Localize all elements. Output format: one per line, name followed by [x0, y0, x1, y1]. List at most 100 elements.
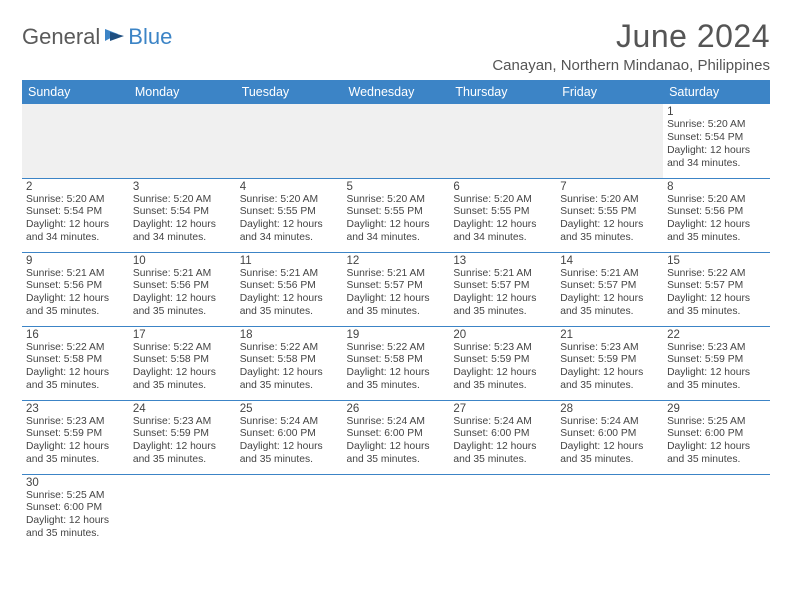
sunrise-text: Sunrise: 5:20 AM: [347, 194, 446, 207]
day-info: Sunrise: 5:22 AMSunset: 5:58 PMDaylight:…: [133, 342, 232, 393]
day-header: Sunday: [22, 80, 129, 104]
sunrise-text: Sunrise: 5:25 AM: [26, 490, 125, 503]
calendar-cell: [129, 104, 236, 178]
sunset-text: Sunset: 5:56 PM: [667, 206, 766, 219]
day-info: Sunrise: 5:22 AMSunset: 5:58 PMDaylight:…: [240, 342, 339, 393]
day-info: Sunrise: 5:20 AMSunset: 5:55 PMDaylight:…: [560, 194, 659, 245]
day-info: Sunrise: 5:20 AMSunset: 5:54 PMDaylight:…: [133, 194, 232, 245]
sunrise-text: Sunrise: 5:20 AM: [667, 194, 766, 207]
day-header: Wednesday: [343, 80, 450, 104]
day-number: 19: [347, 329, 446, 341]
calendar-cell: [663, 474, 770, 548]
calendar-cell: [343, 474, 450, 548]
sunset-text: Sunset: 6:00 PM: [667, 428, 766, 441]
daylight-text: Daylight: 12 hours and 35 minutes.: [667, 367, 766, 393]
day-number: 23: [26, 403, 125, 415]
calendar-cell: [449, 104, 556, 178]
day-info: Sunrise: 5:24 AMSunset: 6:00 PMDaylight:…: [240, 416, 339, 467]
daylight-text: Daylight: 12 hours and 35 minutes.: [667, 441, 766, 467]
day-info: Sunrise: 5:22 AMSunset: 5:58 PMDaylight:…: [347, 342, 446, 393]
calendar-week: 1Sunrise: 5:20 AMSunset: 5:54 PMDaylight…: [22, 104, 770, 178]
calendar-cell: 14Sunrise: 5:21 AMSunset: 5:57 PMDayligh…: [556, 252, 663, 326]
calendar-cell: [343, 104, 450, 178]
flag-icon: [104, 26, 126, 49]
sunset-text: Sunset: 5:59 PM: [26, 428, 125, 441]
daylight-text: Daylight: 12 hours and 34 minutes.: [667, 145, 766, 171]
day-header-row: Sunday Monday Tuesday Wednesday Thursday…: [22, 80, 770, 104]
calendar-cell: [556, 474, 663, 548]
calendar-cell: 26Sunrise: 5:24 AMSunset: 6:00 PMDayligh…: [343, 400, 450, 474]
sunset-text: Sunset: 5:58 PM: [133, 354, 232, 367]
daylight-text: Daylight: 12 hours and 35 minutes.: [347, 293, 446, 319]
sunset-text: Sunset: 5:55 PM: [453, 206, 552, 219]
day-info: Sunrise: 5:24 AMSunset: 6:00 PMDaylight:…: [560, 416, 659, 467]
daylight-text: Daylight: 12 hours and 35 minutes.: [133, 441, 232, 467]
calendar-week: 16Sunrise: 5:22 AMSunset: 5:58 PMDayligh…: [22, 326, 770, 400]
day-number: 30: [26, 477, 125, 489]
day-info: Sunrise: 5:23 AMSunset: 5:59 PMDaylight:…: [133, 416, 232, 467]
day-number: 1: [667, 106, 766, 118]
day-header: Tuesday: [236, 80, 343, 104]
logo-text-blue: Blue: [128, 24, 172, 50]
calendar-cell: 2Sunrise: 5:20 AMSunset: 5:54 PMDaylight…: [22, 178, 129, 252]
sunset-text: Sunset: 5:54 PM: [26, 206, 125, 219]
day-info: Sunrise: 5:20 AMSunset: 5:54 PMDaylight:…: [26, 194, 125, 245]
calendar-cell: 3Sunrise: 5:20 AMSunset: 5:54 PMDaylight…: [129, 178, 236, 252]
sunset-text: Sunset: 6:00 PM: [453, 428, 552, 441]
sunset-text: Sunset: 5:57 PM: [560, 280, 659, 293]
sunset-text: Sunset: 6:00 PM: [240, 428, 339, 441]
day-number: 26: [347, 403, 446, 415]
sunrise-text: Sunrise: 5:23 AM: [453, 342, 552, 355]
sunrise-text: Sunrise: 5:20 AM: [133, 194, 232, 207]
daylight-text: Daylight: 12 hours and 35 minutes.: [133, 367, 232, 393]
sunset-text: Sunset: 5:56 PM: [26, 280, 125, 293]
sunset-text: Sunset: 5:55 PM: [240, 206, 339, 219]
calendar-cell: 9Sunrise: 5:21 AMSunset: 5:56 PMDaylight…: [22, 252, 129, 326]
sunrise-text: Sunrise: 5:24 AM: [240, 416, 339, 429]
calendar-cell: [449, 474, 556, 548]
calendar-cell: [236, 104, 343, 178]
header-bar: General Blue June 2024 Canayan, Northern…: [22, 18, 770, 74]
logo-text-general: General: [22, 24, 100, 50]
day-info: Sunrise: 5:20 AMSunset: 5:55 PMDaylight:…: [453, 194, 552, 245]
day-info: Sunrise: 5:21 AMSunset: 5:57 PMDaylight:…: [560, 268, 659, 319]
day-number: 3: [133, 181, 232, 193]
day-number: 13: [453, 255, 552, 267]
calendar-cell: 19Sunrise: 5:22 AMSunset: 5:58 PMDayligh…: [343, 326, 450, 400]
calendar-cell: 21Sunrise: 5:23 AMSunset: 5:59 PMDayligh…: [556, 326, 663, 400]
daylight-text: Daylight: 12 hours and 35 minutes.: [453, 367, 552, 393]
day-number: 11: [240, 255, 339, 267]
calendar-cell: 8Sunrise: 5:20 AMSunset: 5:56 PMDaylight…: [663, 178, 770, 252]
day-info: Sunrise: 5:21 AMSunset: 5:57 PMDaylight:…: [347, 268, 446, 319]
day-number: 12: [347, 255, 446, 267]
calendar-cell: 13Sunrise: 5:21 AMSunset: 5:57 PMDayligh…: [449, 252, 556, 326]
sunset-text: Sunset: 5:55 PM: [560, 206, 659, 219]
sunrise-text: Sunrise: 5:20 AM: [453, 194, 552, 207]
sunrise-text: Sunrise: 5:24 AM: [453, 416, 552, 429]
day-info: Sunrise: 5:23 AMSunset: 5:59 PMDaylight:…: [560, 342, 659, 393]
sunrise-text: Sunrise: 5:21 AM: [453, 268, 552, 281]
sunset-text: Sunset: 6:00 PM: [26, 502, 125, 515]
sunset-text: Sunset: 5:58 PM: [347, 354, 446, 367]
day-number: 17: [133, 329, 232, 341]
calendar-cell: 22Sunrise: 5:23 AMSunset: 5:59 PMDayligh…: [663, 326, 770, 400]
sunset-text: Sunset: 5:59 PM: [133, 428, 232, 441]
sunrise-text: Sunrise: 5:20 AM: [26, 194, 125, 207]
daylight-text: Daylight: 12 hours and 35 minutes.: [240, 293, 339, 319]
sunrise-text: Sunrise: 5:25 AM: [667, 416, 766, 429]
day-info: Sunrise: 5:23 AMSunset: 5:59 PMDaylight:…: [453, 342, 552, 393]
calendar-week: 30Sunrise: 5:25 AMSunset: 6:00 PMDayligh…: [22, 474, 770, 548]
sunset-text: Sunset: 5:58 PM: [240, 354, 339, 367]
sunset-text: Sunset: 5:57 PM: [453, 280, 552, 293]
daylight-text: Daylight: 12 hours and 35 minutes.: [26, 515, 125, 541]
sunrise-text: Sunrise: 5:21 AM: [26, 268, 125, 281]
day-number: 22: [667, 329, 766, 341]
calendar-cell: 18Sunrise: 5:22 AMSunset: 5:58 PMDayligh…: [236, 326, 343, 400]
daylight-text: Daylight: 12 hours and 34 minutes.: [240, 219, 339, 245]
sunset-text: Sunset: 5:56 PM: [240, 280, 339, 293]
sunset-text: Sunset: 5:54 PM: [667, 132, 766, 145]
sunset-text: Sunset: 6:00 PM: [560, 428, 659, 441]
daylight-text: Daylight: 12 hours and 35 minutes.: [560, 441, 659, 467]
daylight-text: Daylight: 12 hours and 35 minutes.: [347, 441, 446, 467]
day-info: Sunrise: 5:20 AMSunset: 5:55 PMDaylight:…: [347, 194, 446, 245]
